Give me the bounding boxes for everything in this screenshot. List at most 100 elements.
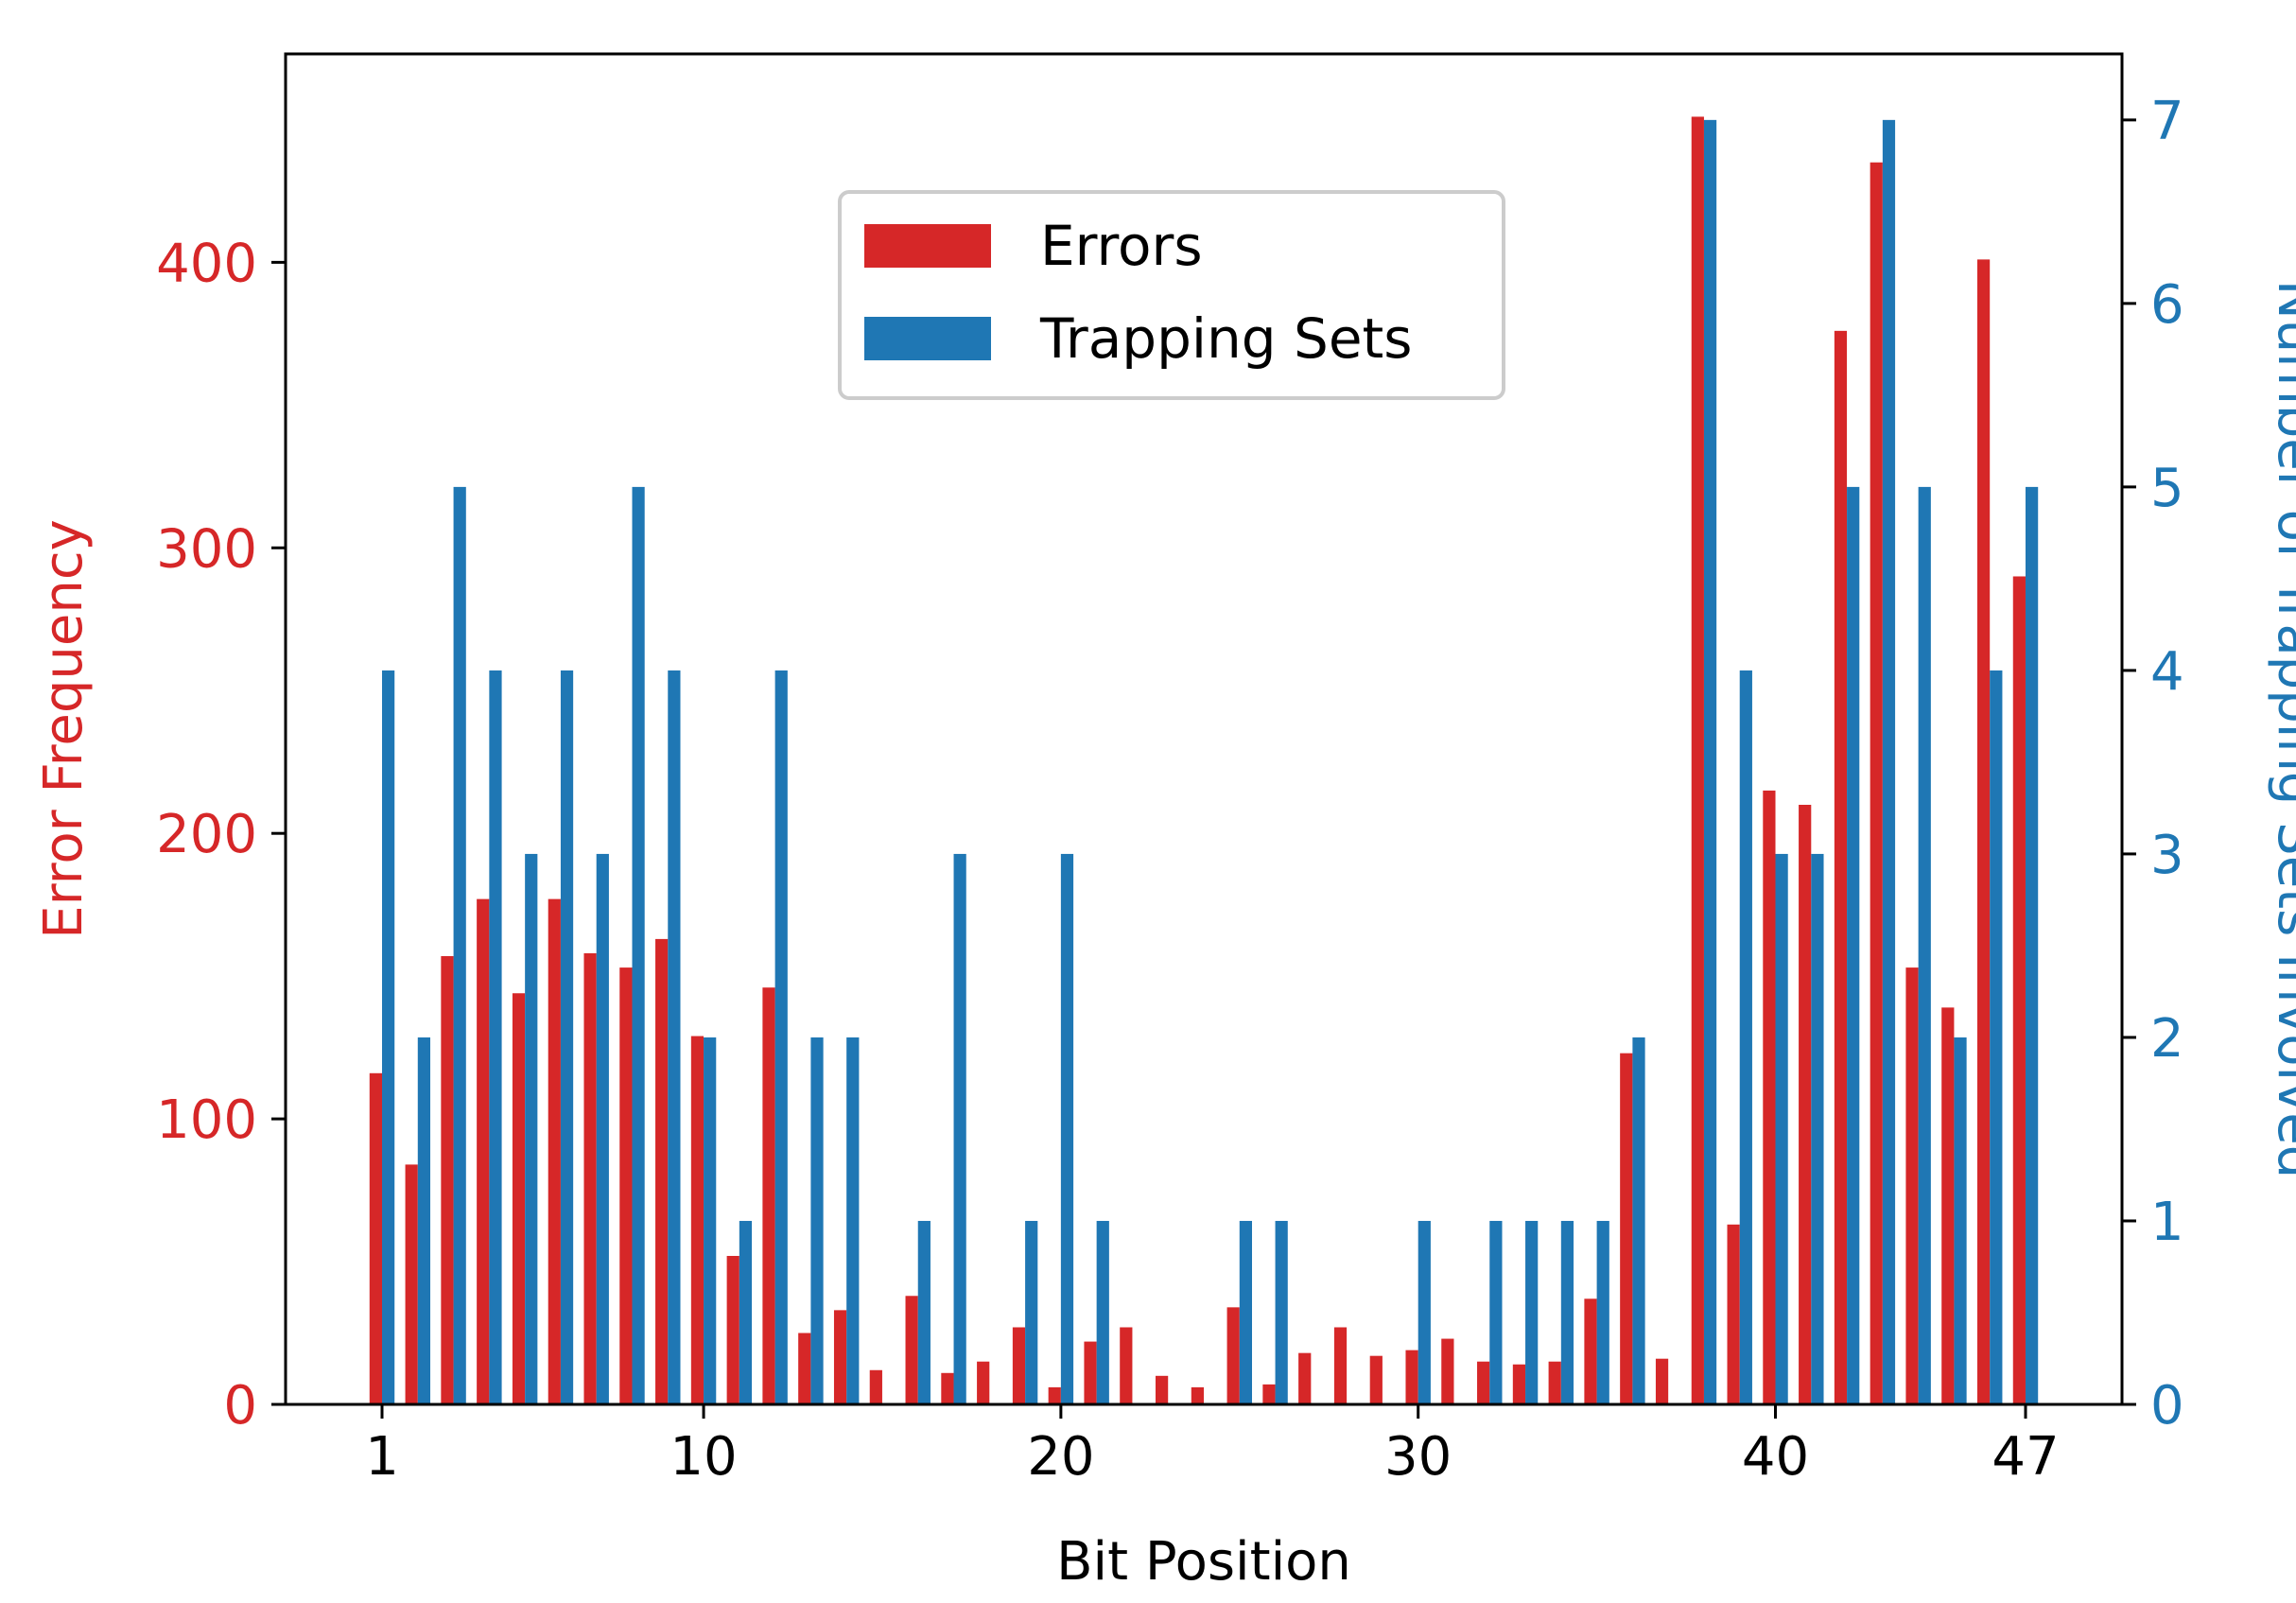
y-left-tick-label: 0 [223, 1375, 257, 1437]
bar-errors [726, 1256, 739, 1404]
bar-trapping-sets [739, 1220, 753, 1404]
legend-label-errors: Errors [1040, 214, 1203, 278]
bar-trapping-sets [668, 670, 681, 1404]
bar-errors [869, 1369, 882, 1404]
bar-errors [1441, 1338, 1454, 1404]
legend: Errors Trapping Sets [838, 190, 1505, 400]
bar-trapping-sets [1025, 1220, 1038, 1404]
legend-label-trapping-sets: Trapping Sets [1039, 306, 1413, 371]
y-right-tick-label: 4 [2150, 641, 2184, 703]
bar-errors [1976, 259, 1991, 1404]
bar-errors [655, 938, 669, 1404]
bar-errors [2012, 576, 2026, 1404]
bar-trapping-sets [846, 1037, 860, 1404]
y-left-tick-label: 200 [156, 804, 257, 865]
y-axis-right: 0 1 2 3 4 5 6 7 [2122, 91, 2184, 1437]
bar-errors [1691, 116, 1704, 1404]
bar-errors [1763, 790, 1776, 1404]
bar-trapping-sets [1489, 1220, 1503, 1404]
bar-errors [905, 1296, 918, 1404]
y-left-tick-label: 300 [156, 518, 257, 580]
bar-trapping-sets [1990, 670, 2003, 1404]
y-axis-left-label: Error Frequency [33, 519, 95, 939]
plot-frame [284, 52, 2124, 1406]
x-axis-label: Bit Position [1056, 1531, 1351, 1593]
bar-errors [1333, 1327, 1348, 1404]
y-right-tick-label: 1 [2150, 1192, 2184, 1253]
bar-errors [405, 1164, 418, 1404]
bar-trapping-sets [1775, 853, 1788, 1404]
bar-errors [1048, 1386, 1061, 1404]
bar-errors [977, 1361, 990, 1404]
bar-errors [1620, 1053, 1633, 1404]
bar-errors [512, 993, 526, 1404]
bar-errors [941, 1372, 954, 1404]
y-left-tick-label: 100 [156, 1089, 257, 1151]
bar-errors [1120, 1327, 1133, 1404]
bar-trapping-sets [704, 1037, 717, 1404]
bar-errors [1584, 1298, 1597, 1404]
x-tick-label: 30 [1384, 1426, 1452, 1488]
bar-errors [833, 1310, 847, 1404]
bar-trapping-sets [1703, 119, 1717, 1405]
bar-trapping-sets [525, 853, 538, 1404]
bar-errors [1477, 1361, 1490, 1404]
bar-trapping-sets [489, 670, 502, 1404]
legend-swatch-errors [864, 224, 991, 268]
legend-box [838, 190, 1505, 400]
bar-errors [1727, 1224, 1740, 1404]
bar-errors [1298, 1352, 1312, 1404]
bar-trapping-sets [774, 670, 788, 1404]
bar-trapping-sets [1275, 1220, 1288, 1404]
x-axis: 1 10 20 30 40 47 [365, 1404, 2060, 1488]
bar-trapping-sets [596, 853, 609, 1404]
x-tick-label: 10 [670, 1426, 737, 1488]
bar-trapping-sets [1525, 1220, 1539, 1404]
y-right-tick-label: 6 [2150, 274, 2184, 336]
x-tick-label: 1 [365, 1426, 399, 1488]
bar-errors [1405, 1350, 1418, 1404]
bar-errors [1226, 1307, 1240, 1404]
legend-swatch-trapping-sets [864, 317, 991, 360]
bar-errors [1905, 967, 1919, 1404]
bar-trapping-sets [1882, 119, 1896, 1405]
bar-errors [1834, 330, 1848, 1405]
y-right-tick-label: 0 [2150, 1375, 2184, 1437]
bar-trapping-sets [1596, 1220, 1609, 1404]
bar-errors [1012, 1327, 1026, 1404]
bar-errors [1262, 1384, 1276, 1404]
x-tick-label: 40 [1742, 1426, 1809, 1488]
y-axis-right-label: Number of Trapping Sets Involved [2266, 280, 2296, 1178]
bars-layer [369, 116, 2039, 1405]
y-axis-left: 0 100 200 300 400 [156, 233, 286, 1437]
bar-errors [1941, 1007, 1955, 1404]
bar-trapping-sets [1560, 1220, 1574, 1404]
bar-errors [619, 967, 633, 1404]
bar-trapping-sets [1096, 1220, 1109, 1404]
bar-trapping-sets [1418, 1220, 1431, 1404]
bar-trapping-sets [560, 670, 574, 1404]
bar-trapping-sets [1847, 486, 1860, 1404]
x-tick-label: 47 [1992, 1426, 2059, 1488]
bar-errors [1155, 1375, 1169, 1404]
bar-errors [441, 956, 454, 1404]
bar-trapping-sets [1060, 853, 1074, 1404]
y-right-tick-label: 3 [2150, 825, 2184, 886]
bar-trapping-sets [810, 1037, 824, 1404]
y-right-tick-label: 5 [2150, 458, 2184, 519]
bar-trapping-sets [1632, 1037, 1645, 1404]
bar-errors [548, 898, 561, 1404]
bar-errors [1799, 805, 1812, 1404]
bar-errors [1084, 1341, 1097, 1404]
bar-errors [798, 1333, 811, 1404]
y-left-tick-label: 400 [156, 233, 257, 294]
bar-errors [583, 952, 597, 1404]
bar-errors [1655, 1358, 1669, 1404]
y-right-tick-label: 2 [2150, 1008, 2184, 1070]
bar-errors [1512, 1364, 1526, 1404]
bar-trapping-sets [417, 1037, 431, 1404]
bar-errors [1870, 162, 1883, 1405]
bar-trapping-sets [1811, 853, 1824, 1404]
